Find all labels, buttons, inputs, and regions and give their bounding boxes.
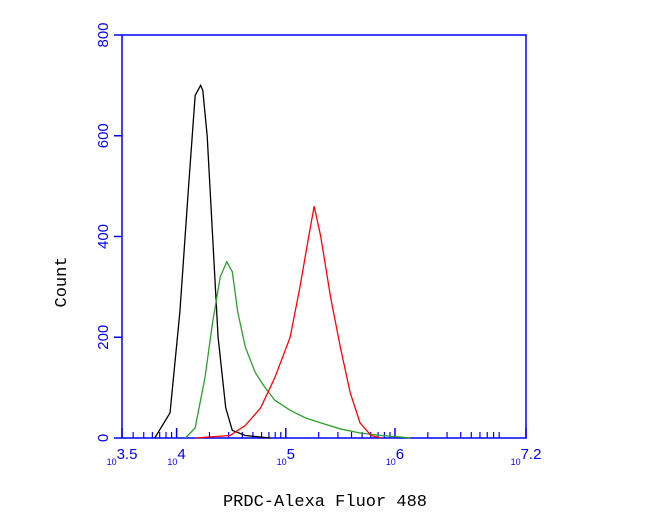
x-tick-exponent: 4 bbox=[177, 446, 185, 463]
x-tick-exponent: 5 bbox=[287, 446, 295, 463]
histogram-line bbox=[184, 260, 411, 439]
x-tick-exponent: 6 bbox=[396, 446, 404, 463]
x-tick-base: 10 bbox=[277, 457, 287, 467]
x-tick-base: 10 bbox=[386, 457, 396, 467]
x-tick-label: 104 bbox=[167, 446, 185, 467]
x-tick-base: 10 bbox=[511, 457, 521, 467]
x-tick-label: 107.2 bbox=[511, 446, 542, 467]
x-tick-base: 10 bbox=[167, 457, 177, 467]
x-tick-base: 10 bbox=[107, 457, 117, 467]
y-axis-title: Count bbox=[53, 256, 72, 307]
x-tick-label: 106 bbox=[386, 446, 404, 467]
histogram-line bbox=[154, 83, 271, 439]
x-tick-label: 103.5 bbox=[107, 446, 138, 467]
y-tick-label: 800 bbox=[95, 22, 112, 47]
histogram-line bbox=[195, 206, 381, 439]
x-axis-title: PRDC-Alexa Fluor 488 bbox=[223, 493, 427, 512]
plot-frame bbox=[121, 34, 527, 439]
x-tick-exponent: 7.2 bbox=[521, 446, 542, 463]
x-tick-label: 105 bbox=[277, 446, 295, 467]
x-tick-exponent: 3.5 bbox=[117, 446, 138, 463]
y-tick-label: 200 bbox=[95, 325, 112, 350]
y-tick-label: 0 bbox=[95, 434, 112, 442]
y-tick-label: 400 bbox=[95, 224, 112, 249]
y-tick-label: 600 bbox=[95, 123, 112, 148]
